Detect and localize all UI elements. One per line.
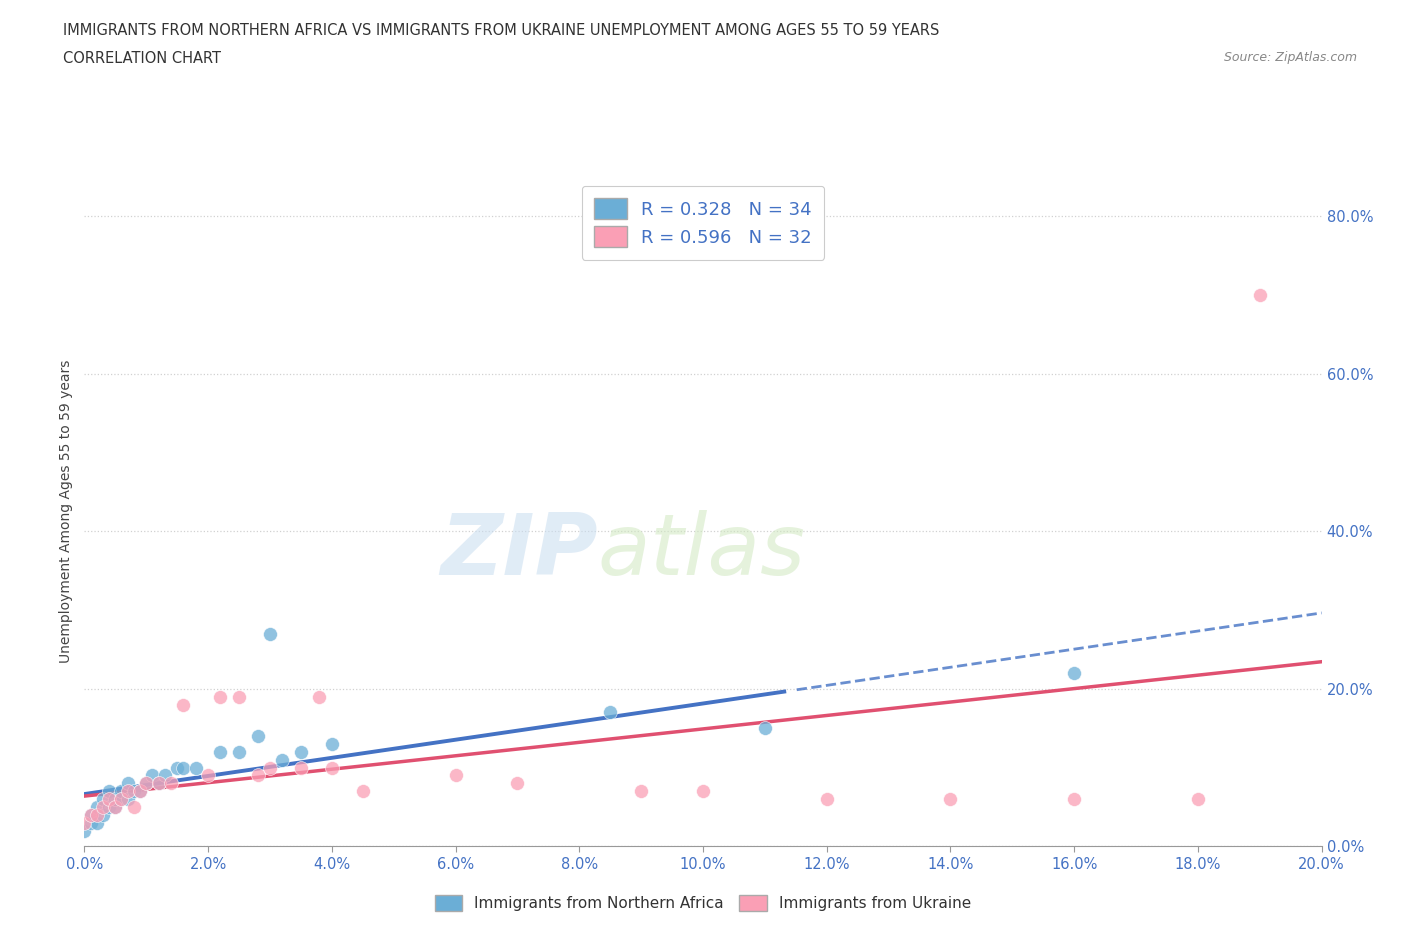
Point <box>209 744 232 759</box>
Point <box>117 784 139 799</box>
Point <box>1187 791 1209 806</box>
Point <box>630 784 652 799</box>
Point <box>246 768 269 783</box>
Point <box>135 776 157 790</box>
Point <box>117 776 139 790</box>
Point <box>86 816 108 830</box>
Legend: Immigrants from Northern Africa, Immigrants from Ukraine: Immigrants from Northern Africa, Immigra… <box>427 888 979 919</box>
Point <box>692 784 714 799</box>
Point <box>197 768 219 783</box>
Point <box>148 776 170 790</box>
Point <box>271 752 294 767</box>
Point <box>321 737 343 751</box>
Point <box>86 807 108 822</box>
Point <box>73 816 96 830</box>
Y-axis label: Unemployment Among Ages 55 to 59 years: Unemployment Among Ages 55 to 59 years <box>59 360 73 663</box>
Point <box>135 776 157 790</box>
Point <box>160 776 183 790</box>
Point <box>290 760 312 775</box>
Point <box>86 800 108 815</box>
Point <box>141 768 163 783</box>
Point <box>321 760 343 775</box>
Text: IMMIGRANTS FROM NORTHERN AFRICA VS IMMIGRANTS FROM UKRAINE UNEMPLOYMENT AMONG AG: IMMIGRANTS FROM NORTHERN AFRICA VS IMMIG… <box>63 23 939 38</box>
Point <box>259 626 281 641</box>
Text: ZIP: ZIP <box>440 511 598 593</box>
Point <box>148 776 170 790</box>
Point <box>1063 791 1085 806</box>
Point <box>110 791 132 806</box>
Point <box>506 776 529 790</box>
Point <box>599 705 621 720</box>
Point <box>110 791 132 806</box>
Point <box>308 689 330 704</box>
Point <box>79 807 101 822</box>
Point <box>104 800 127 815</box>
Point <box>117 791 139 806</box>
Point <box>129 784 152 799</box>
Point <box>1249 287 1271 302</box>
Point <box>444 768 467 783</box>
Point <box>91 791 114 806</box>
Point <box>939 791 962 806</box>
Point <box>73 823 96 838</box>
Point <box>104 791 127 806</box>
Point <box>98 784 121 799</box>
Point <box>91 807 114 822</box>
Point <box>122 784 145 799</box>
Point <box>104 800 127 815</box>
Point <box>184 760 207 775</box>
Point <box>98 800 121 815</box>
Point <box>228 744 250 759</box>
Point <box>172 698 194 712</box>
Point <box>98 791 121 806</box>
Point <box>79 816 101 830</box>
Point <box>352 784 374 799</box>
Point <box>122 800 145 815</box>
Point <box>228 689 250 704</box>
Point <box>129 784 152 799</box>
Point <box>754 721 776 736</box>
Point <box>110 784 132 799</box>
Text: CORRELATION CHART: CORRELATION CHART <box>63 51 221 66</box>
Point <box>246 728 269 743</box>
Point <box>290 744 312 759</box>
Point <box>79 807 101 822</box>
Point <box>259 760 281 775</box>
Text: Source: ZipAtlas.com: Source: ZipAtlas.com <box>1223 51 1357 64</box>
Point <box>91 800 114 815</box>
Point <box>1063 666 1085 681</box>
Point <box>166 760 188 775</box>
Point <box>209 689 232 704</box>
Point <box>172 760 194 775</box>
Point <box>153 768 176 783</box>
Point <box>815 791 838 806</box>
Text: atlas: atlas <box>598 511 806 593</box>
